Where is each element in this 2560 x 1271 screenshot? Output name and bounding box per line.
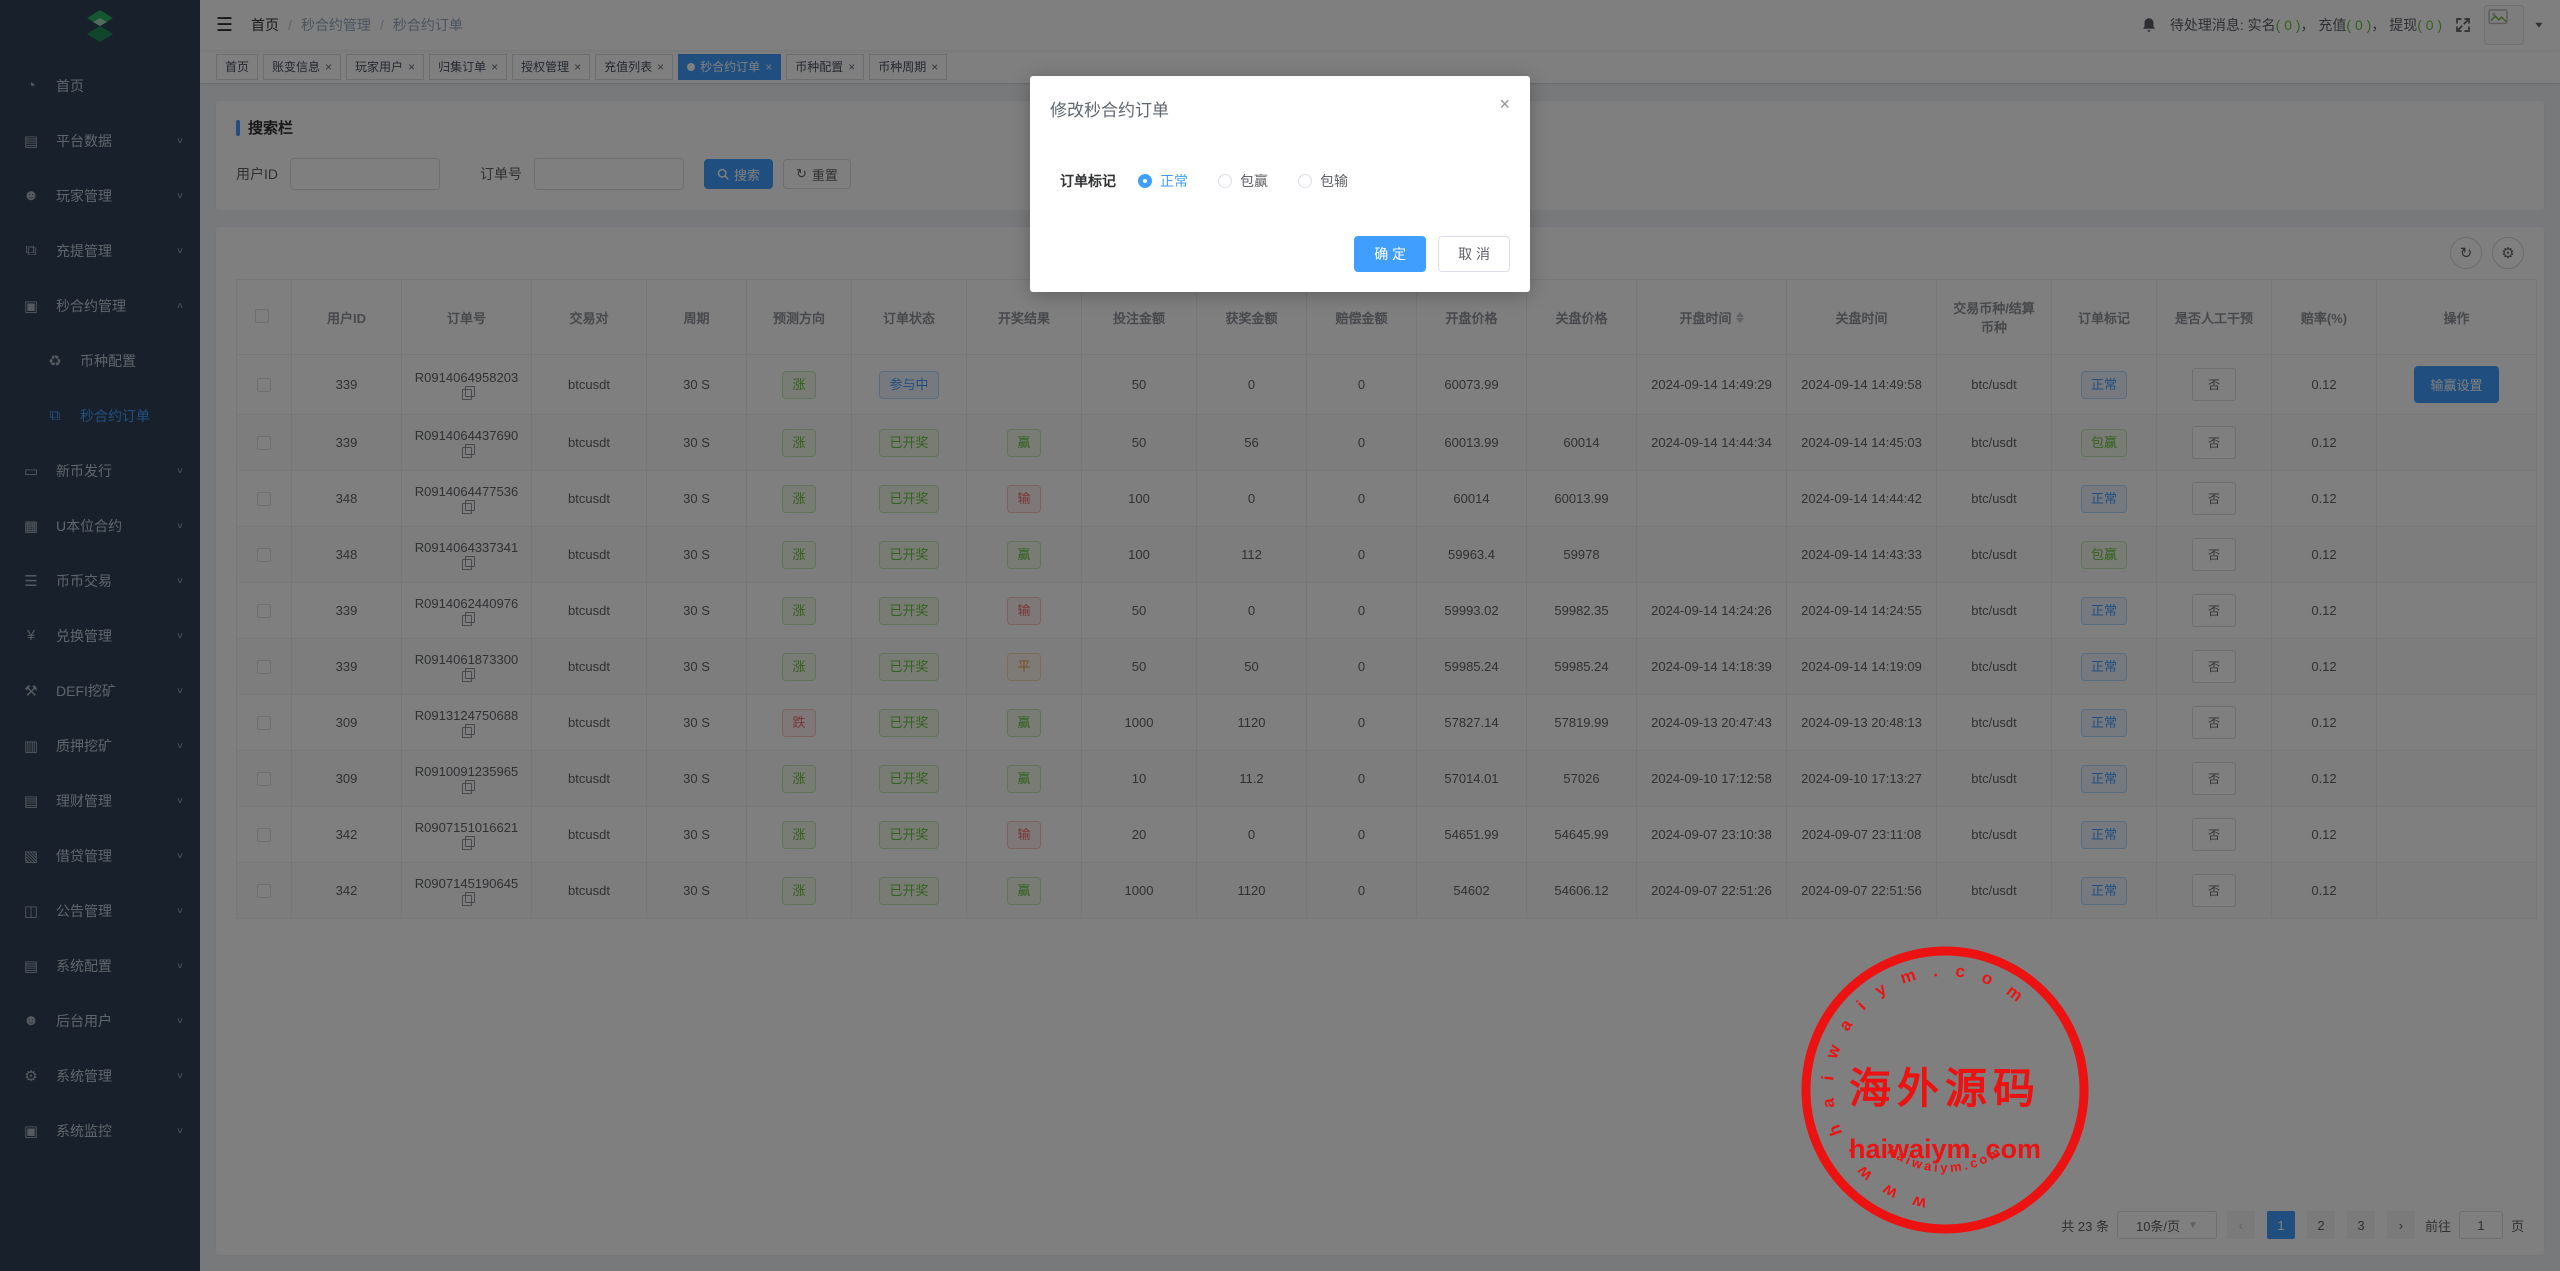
radio-option[interactable]: 包赢	[1218, 171, 1268, 191]
stamp-domain-text: haiwaiym. com	[1849, 1134, 2041, 1164]
radio-option-label: 包输	[1320, 173, 1348, 189]
radio-option-label: 正常	[1160, 173, 1188, 189]
cancel-button[interactable]: 取 消	[1438, 236, 1510, 272]
order-mark-field-label: 订单标记	[1060, 173, 1116, 189]
radio-circle-icon	[1138, 174, 1152, 188]
dialog-body: 订单标记 正常 包赢 包输	[1030, 131, 1530, 236]
radio-option[interactable]: 包输	[1298, 171, 1348, 191]
dialog-footer: 确 定 取 消	[1030, 236, 1530, 292]
close-icon[interactable]: ×	[1499, 94, 1510, 114]
edit-order-dialog: 修改秒合约订单 × 订单标记 正常 包赢 包输 确 定 取 消	[1030, 76, 1530, 292]
radio-circle-icon	[1298, 174, 1312, 188]
radio-option-label: 包赢	[1240, 173, 1268, 189]
dialog-header: 修改秒合约订单 ×	[1030, 76, 1530, 131]
radio-circle-icon	[1218, 174, 1232, 188]
watermark-stamp: w w w . h a i w a i y m . c o m 海外源码 hai…	[1801, 946, 2089, 1234]
radio-option[interactable]: 正常	[1138, 171, 1188, 191]
dialog-title: 修改秒合约订单	[1050, 101, 1169, 120]
confirm-button[interactable]: 确 定	[1354, 236, 1427, 272]
stamp-center-text: 海外源码	[1849, 1066, 2041, 1113]
